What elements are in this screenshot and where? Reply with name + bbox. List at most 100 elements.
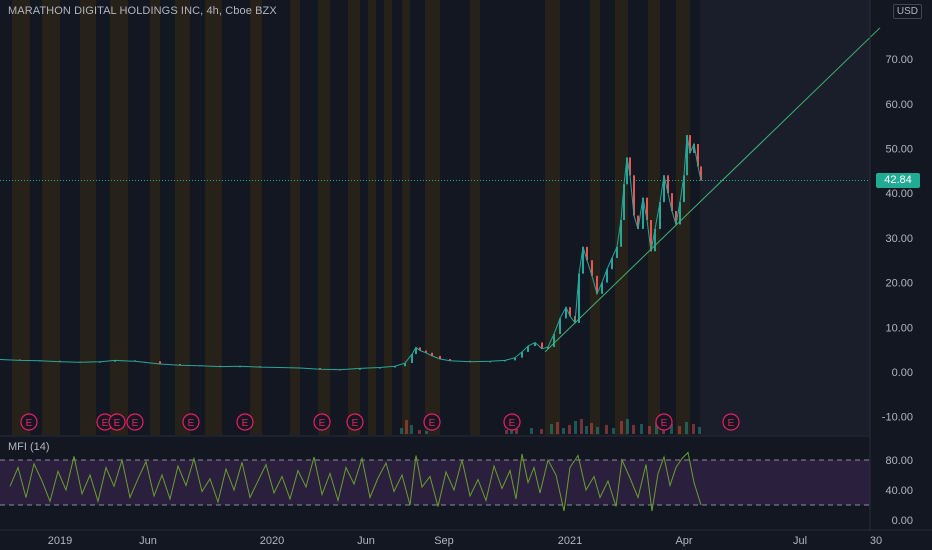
candle xyxy=(541,342,543,349)
earnings-marker xyxy=(655,413,673,431)
candle xyxy=(606,269,608,283)
candle xyxy=(601,282,603,294)
time-axis-tick: Sep xyxy=(434,535,454,547)
candle xyxy=(659,202,661,229)
earnings-marker xyxy=(313,413,331,431)
earnings-marker xyxy=(126,413,144,431)
session-band xyxy=(80,0,96,435)
currency-badge[interactable]: USD xyxy=(892,4,922,19)
candle xyxy=(693,144,695,153)
time-axis-tick: 2019 xyxy=(48,535,72,547)
mfi-axis[interactable]: 80.00 40.00 0.00 xyxy=(885,455,913,527)
candle xyxy=(633,175,635,216)
session-band xyxy=(384,0,392,435)
candle xyxy=(626,157,628,185)
candle xyxy=(99,361,101,363)
candle xyxy=(439,355,441,360)
candle xyxy=(611,258,613,270)
session-band xyxy=(12,0,30,435)
volume-bar xyxy=(678,426,681,434)
volume-bar xyxy=(692,424,695,434)
session-band xyxy=(150,0,160,435)
candle xyxy=(319,367,321,370)
candle xyxy=(697,144,699,167)
earnings-marker-label: E xyxy=(728,418,735,429)
session-background-bands xyxy=(12,0,870,435)
volume-bar xyxy=(655,423,658,434)
price-axis-tick: 40.00 xyxy=(885,188,913,200)
candle xyxy=(683,175,685,203)
volume-bar xyxy=(620,421,623,434)
mfi-axis-tick: 80.00 xyxy=(885,455,913,467)
volume-bar xyxy=(530,428,533,434)
price-axis[interactable]: 70.00 60.00 50.00 40.00 30.00 20.00 10.00 0.00 -… xyxy=(882,54,913,424)
price-axis-tick: -10.00 xyxy=(882,412,913,424)
volume-bar xyxy=(590,423,593,434)
earnings-marker-label: E xyxy=(26,418,33,429)
time-axis[interactable]: 2019 Jun 2020 Jun Sep 2021 Apr Jul 30 xyxy=(48,535,882,547)
candle xyxy=(527,346,529,352)
candle xyxy=(411,354,413,364)
time-axis-tick: 2020 xyxy=(260,535,284,547)
volume-bar xyxy=(550,424,553,434)
session-band xyxy=(590,0,600,435)
volume-bar xyxy=(540,429,543,434)
candle xyxy=(534,342,536,347)
mfi-indicator-label[interactable]: MFI (14) xyxy=(8,441,50,453)
time-axis-tick: 30 xyxy=(870,535,882,547)
candle xyxy=(637,215,639,229)
mfi-axis-tick: 0.00 xyxy=(892,515,913,527)
price-axis-tick: 70.00 xyxy=(885,54,913,66)
earnings-marker-label: E xyxy=(429,418,436,429)
price-series-line xyxy=(0,135,702,371)
candle xyxy=(620,220,622,247)
volume-bar xyxy=(580,419,583,434)
candle xyxy=(569,307,571,317)
volume-bar xyxy=(405,420,408,434)
volume-bar xyxy=(562,428,565,434)
volume-bar xyxy=(596,427,599,434)
earnings-marker xyxy=(503,413,521,431)
session-band xyxy=(290,0,300,435)
candle xyxy=(679,202,681,225)
earnings-marker-label: E xyxy=(319,418,326,429)
earnings-marker-label: E xyxy=(661,418,668,429)
earnings-marker-label: E xyxy=(242,418,249,429)
candle xyxy=(578,273,580,323)
volume-bar xyxy=(626,419,629,434)
candle xyxy=(415,347,417,355)
session-band xyxy=(205,0,222,435)
volume-bar xyxy=(640,424,643,434)
volume-bar xyxy=(698,427,701,434)
candle xyxy=(700,166,702,181)
candle xyxy=(547,346,549,349)
volume-bar xyxy=(685,422,688,434)
candle xyxy=(379,367,381,369)
candle xyxy=(663,175,665,203)
candle xyxy=(394,366,396,368)
candle xyxy=(419,347,421,351)
future-area xyxy=(700,0,870,435)
candle xyxy=(521,351,523,358)
volume-bar xyxy=(605,425,608,434)
earnings-marker xyxy=(20,413,38,431)
trendline[interactable] xyxy=(544,27,881,353)
session-band xyxy=(348,0,360,435)
price-axis-tick: 30.00 xyxy=(885,233,913,245)
price-axis-tick: 50.00 xyxy=(885,144,913,156)
candle xyxy=(559,318,561,335)
session-band xyxy=(250,0,262,435)
time-axis-tick: Jul xyxy=(793,535,807,547)
candle xyxy=(431,352,433,356)
volume-bar xyxy=(505,430,508,434)
earnings-marker xyxy=(108,413,126,431)
volume-bar xyxy=(515,429,518,434)
volume-bar xyxy=(632,425,635,434)
symbol-title[interactable]: MARATHON DIGITAL HOLDINGS INC, 4h, Cboe … xyxy=(8,5,277,17)
candle xyxy=(596,275,598,294)
session-band xyxy=(42,0,60,435)
volume-bar xyxy=(574,421,577,434)
candle xyxy=(179,363,181,366)
